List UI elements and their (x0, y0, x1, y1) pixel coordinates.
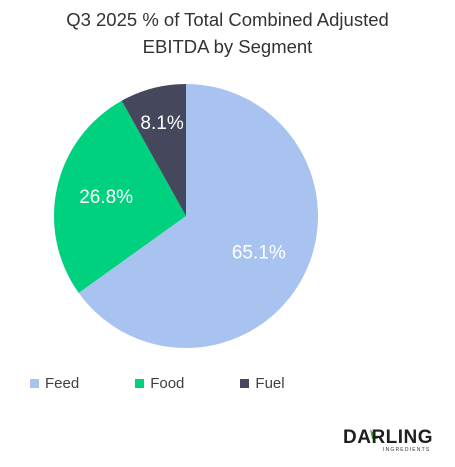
chart-legend: Feed Food Fuel (30, 375, 341, 392)
pie-slice-fuel (121, 84, 186, 216)
logo-subtext: INGREDIENTS (383, 447, 431, 453)
data-label-feed: 65.1% (232, 242, 286, 263)
logo-wordmark: DARLING (343, 427, 434, 448)
darling-ingredients-logo: DARLING INGREDIENTS (343, 427, 443, 459)
legend-label-fuel: Fuel (255, 375, 285, 392)
chart-title-line-1: Q3 2025 % of Total Combined Adjusted (66, 9, 389, 30)
pie-slice-food (54, 100, 187, 293)
legend-swatch-food (135, 379, 145, 388)
legend-label-feed: Feed (45, 375, 80, 392)
pie-slice-feed (78, 84, 319, 348)
legend-item-feed: Feed (30, 375, 79, 392)
legend-item-food: Food (135, 375, 184, 392)
legend-swatch-feed (30, 379, 39, 388)
logo-leaf-icon (370, 429, 378, 439)
chart-title: Q3 2025 % of Total Combined Adjusted EBI… (0, 6, 455, 60)
legend-swatch-fuel (240, 379, 250, 388)
legend-label-food: Food (150, 375, 185, 392)
data-label-fuel: 8.1% (140, 113, 183, 134)
legend-item-fuel: Fuel (240, 375, 285, 392)
data-label-food: 26.8% (79, 187, 133, 208)
logo-graphic (370, 429, 378, 439)
chart-title-line-2: EBITDA by Segment (142, 36, 313, 57)
